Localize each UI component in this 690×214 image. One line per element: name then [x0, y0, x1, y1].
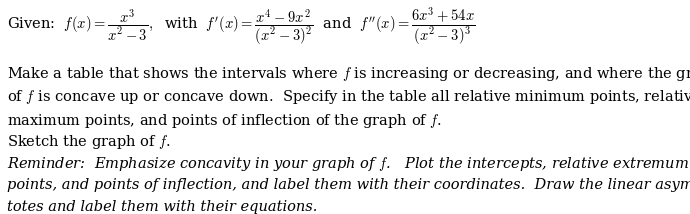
Text: Reminder:  Emphasize concavity in your graph of $f$.   Plot the intercepts, rela: Reminder: Emphasize concavity in your gr… [8, 155, 689, 173]
Text: Given:  $f(x) = \dfrac{x^3}{x^2-3},$  with  $f'(x) = \dfrac{x^4 - 9x^2}{(x^2-3)^: Given: $f(x) = \dfrac{x^3}{x^2-3},$ with… [8, 5, 476, 47]
Text: Sketch the graph of $f$.: Sketch the graph of $f$. [8, 133, 171, 152]
Text: points, and points of inflection, and label them with their coordinates.  Draw t: points, and points of inflection, and la… [8, 178, 690, 192]
Text: maximum points, and points of inflection of the graph of $f$.: maximum points, and points of inflection… [8, 112, 443, 130]
Text: totes and label them with their equations.: totes and label them with their equation… [8, 200, 318, 214]
Text: of $f$ is concave up or concave down.  Specify in the table all relative minimum: of $f$ is concave up or concave down. Sp… [8, 88, 690, 106]
Text: Make a table that shows the intervals where $f$ is increasing or decreasing, and: Make a table that shows the intervals wh… [8, 65, 690, 83]
